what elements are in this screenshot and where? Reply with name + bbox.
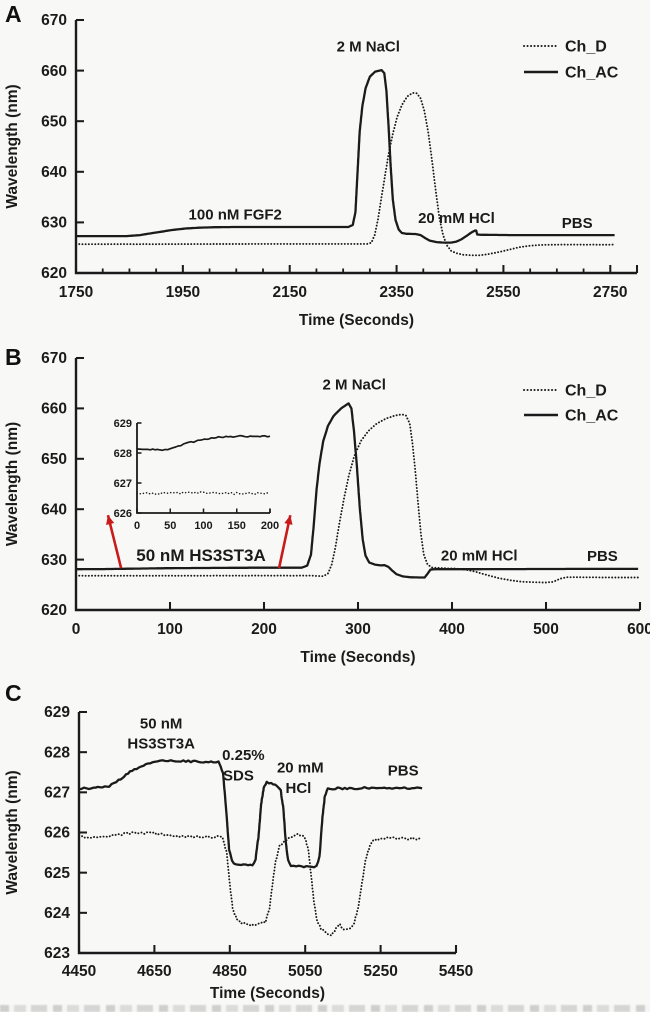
series-Ch_AC (136, 434, 271, 452)
x-tick-label: 4850 (213, 963, 247, 980)
y-tick-label: 623 (44, 945, 70, 962)
x-tick-label: 5050 (288, 963, 322, 980)
x-tick-label: 400 (439, 621, 465, 638)
legend-label: Ch_AC (565, 408, 619, 425)
series-Ch_D (75, 413, 640, 584)
x-tick-label: 100 (194, 520, 212, 532)
series-Ch_D (78, 831, 424, 937)
red-arrow (106, 514, 123, 569)
x-tick-label: 5450 (439, 963, 473, 980)
series-Ch_AC (76, 402, 639, 579)
annotation: 20 mM (277, 760, 324, 777)
annotation: 2 M NaCl (323, 376, 386, 393)
x-tick-label: 1950 (166, 284, 200, 301)
annotation: PBS (388, 762, 419, 779)
panel-c-label: C (5, 680, 22, 706)
y-tick-label: 624 (44, 905, 70, 922)
series-Ch_AC (76, 68, 615, 244)
y-tick-label: 670 (41, 350, 67, 367)
x-tick-label: 600 (627, 621, 650, 638)
y-tick-label: 630 (41, 552, 67, 569)
y-tick-label: 627 (114, 478, 132, 490)
y-tick-label: 629 (44, 704, 70, 721)
x-tick-label: 5250 (363, 963, 397, 980)
y-tick-label: 627 (44, 785, 70, 802)
x-axis-title: Time (Seconds) (299, 312, 414, 329)
series-Ch_D (75, 91, 616, 257)
y-tick-label: 640 (41, 164, 67, 181)
series-Ch_AC (78, 759, 423, 869)
x-tick-label: 2350 (379, 284, 413, 301)
plot-B-inset: 0 50 100 150 200 626 627 628 629 (114, 418, 280, 532)
plot-C: 4450 4650 4850 5050 5250 5450 623 624 625 626 627 6… (4, 704, 473, 1002)
y-axis-title: Wavelength (nm) (4, 422, 21, 546)
annotation: PBS (587, 548, 618, 565)
plot-B: 0 100 200 300 400 500 600620630640650660670Tim… (4, 350, 650, 666)
x-tick-label: 200 (261, 520, 279, 532)
y-tick-label: 670 (41, 12, 67, 29)
annotation: SDS (223, 768, 254, 785)
x-tick-label: 2550 (486, 284, 520, 301)
cropped-caption-strip (0, 1005, 650, 1012)
panel-a-label: A (5, 1, 22, 27)
panel-a-chart: 1750 1950 2150 2350 2550 2750 620 630 640 650 660 6… (4, 12, 639, 329)
red-arrow (277, 514, 292, 569)
y-tick-label: 650 (41, 451, 67, 468)
legend-label: Ch_AC (565, 65, 619, 82)
annotation: 0.25% (222, 747, 265, 764)
x-tick-label: 50 (164, 520, 176, 532)
y-tick-label: 620 (41, 602, 67, 619)
annotation: 50 nM HS3ST3A (136, 546, 265, 565)
y-tick-label: 640 (41, 501, 67, 518)
panel-c-chart: 4450 4650 4850 5050 5250 5450 623 624 625 626 627 6… (4, 704, 473, 1002)
y-tick-label: 626 (114, 508, 132, 520)
annotation: 50 nM (140, 715, 183, 732)
annotation: 20 mM HCl (441, 547, 518, 564)
y-axis-title: Wavelength (nm) (4, 84, 21, 208)
x-tick-label: 200 (251, 621, 277, 638)
y-tick-label: 628 (114, 448, 132, 460)
annotation: 20 mM HCl (418, 210, 495, 227)
annotation: 2 M NaCl (337, 39, 400, 56)
panel-b-chart: 0 100 200 300 400 500 600620630640650660670Tim… (4, 350, 650, 666)
x-tick-label: 0 (134, 520, 140, 532)
x-tick-label: 0 (72, 621, 81, 638)
x-tick-label: 2750 (593, 284, 627, 301)
annotation: PBS (562, 215, 593, 232)
y-tick-label: 625 (44, 865, 70, 882)
x-tick-label: 2150 (272, 284, 306, 301)
y-tick-label: 630 (41, 215, 67, 232)
panel-a: A 1750 1950 2150 2350 2550 2750 620 630 640 650 66… (0, 0, 650, 337)
plot-A: 1750 1950 2150 2350 2550 2750 620 630 640 650 660 6… (4, 12, 639, 329)
y-tick-label: 650 (41, 113, 67, 130)
legend-label: Ch_D (565, 383, 607, 400)
red-arrow-head (284, 515, 293, 525)
panel-c: C 4450 4650 4850 5050 5250 5450 623 624 625 626 62… (0, 675, 650, 1005)
y-tick-label: 626 (44, 825, 70, 842)
panel-b-label: B (5, 344, 22, 370)
y-tick-label: 628 (44, 744, 70, 761)
x-tick-label: 1750 (59, 284, 93, 301)
annotation: HS3ST3A (127, 736, 195, 753)
series-Ch_D (136, 491, 271, 496)
y-tick-label: 629 (114, 418, 132, 430)
x-tick-label: 4450 (62, 963, 96, 980)
x-tick-label: 300 (345, 621, 371, 638)
annotation: 100 nM FGF2 (189, 207, 282, 224)
y-tick-label: 620 (41, 265, 67, 282)
panel-b: B 0 100 200 300 400 500 600 620 630 640 650 660 670 T… (0, 337, 650, 675)
y-axis-title: Wavelength (nm) (4, 770, 21, 894)
red-arrow-head (106, 515, 115, 525)
x-tick-label: 150 (228, 520, 246, 532)
x-tick-label: 4650 (137, 963, 171, 980)
x-tick-label: 100 (157, 621, 183, 638)
y-tick-label: 660 (41, 63, 67, 80)
x-axis-title: Time (Seconds) (300, 649, 415, 666)
x-axis-title: Time (Seconds) (210, 985, 325, 1002)
annotation: HCl (285, 780, 311, 797)
y-tick-label: 660 (41, 401, 67, 418)
x-tick-label: 500 (533, 621, 559, 638)
legend-label: Ch_D (565, 39, 607, 56)
